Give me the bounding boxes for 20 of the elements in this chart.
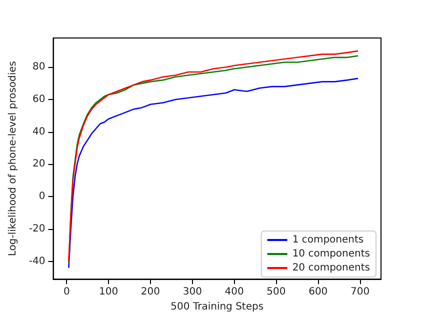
y-tick-label: 0 — [38, 191, 46, 202]
x-axis-title: 500 Training Steps — [170, 302, 264, 312]
x-tick-label: 400 — [224, 286, 244, 298]
y-tick-label: 60 — [32, 94, 46, 105]
y-tick-label: -40 — [28, 256, 46, 267]
x-tick-label: 700 — [350, 286, 370, 298]
x-tick-label: 500 — [266, 286, 286, 298]
y-tick-label: 80 — [32, 62, 46, 73]
legend-label: 1 components — [292, 234, 364, 246]
y-tick-label: 40 — [32, 126, 46, 138]
x-tick-label: 300 — [182, 286, 202, 298]
legend-label: 20 components — [292, 262, 370, 274]
x-tick-label: 0 — [63, 286, 70, 298]
y-tick-label: 20 — [32, 158, 46, 170]
x-tick-label: 600 — [308, 286, 328, 298]
y-axis-title: Log-likelihood of phone-level prosodies — [8, 60, 18, 256]
legend-label: 10 components — [292, 248, 370, 260]
x-tick-label: 200 — [140, 286, 160, 298]
y-tick-label: -20 — [28, 223, 46, 234]
x-tick-label: 100 — [99, 286, 118, 298]
